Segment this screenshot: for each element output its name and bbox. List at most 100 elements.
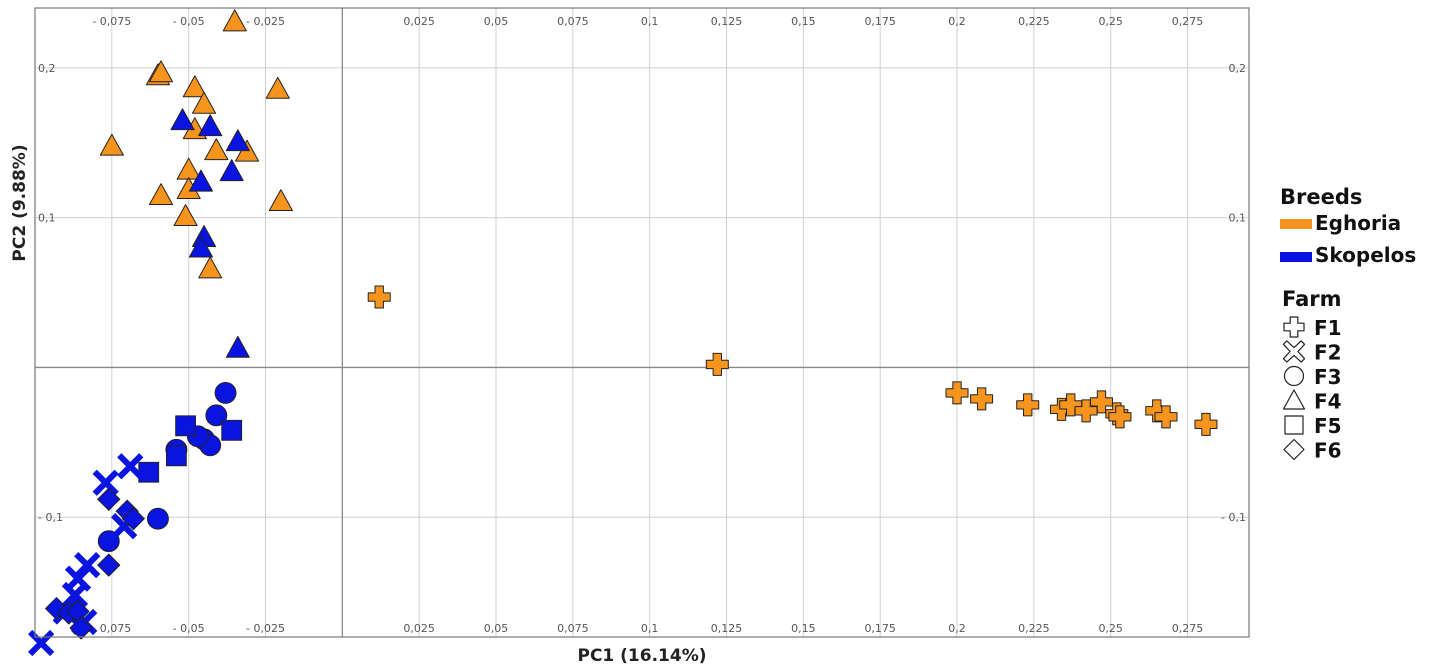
point-skopelos-f6 — [97, 553, 121, 577]
x-tick-label-top: 0,175 — [864, 15, 896, 28]
point-skopelos-f2 — [28, 629, 55, 657]
x-tick-label-top: 0,025 — [403, 15, 435, 28]
y-tick-label-right: - 0,1 — [1221, 511, 1246, 524]
y-axis-label: PC2 (9.88%) — [10, 144, 30, 261]
point-skopelos-f3 — [146, 507, 169, 530]
x-tick-label-top: 0,125 — [711, 15, 743, 28]
x-tick-label-top: 0,1 — [641, 15, 659, 28]
x-tick-label-top: - 0,025 — [246, 15, 285, 28]
x-tick-label-bottom: 0,275 — [1172, 622, 1204, 635]
point-skopelos-f2 — [92, 469, 119, 496]
point-eghoria-f1 — [1016, 393, 1040, 417]
x-icon — [1282, 340, 1306, 363]
x-tick-label-bottom: - 0,075 — [92, 622, 131, 635]
point-eghoria-f4 — [265, 76, 290, 99]
legend-farm-f5: F5 — [1284, 414, 1342, 438]
circle-icon — [1283, 365, 1305, 387]
y-tick-label-right: 0,2 — [1229, 62, 1247, 75]
x-tick-label-bottom: 0,05 — [484, 622, 509, 635]
point-eghoria-f4 — [191, 91, 217, 114]
point-eghoria-f4 — [173, 204, 198, 227]
legend-farm-f1: F1 — [1283, 316, 1342, 340]
point-skopelos-f4 — [198, 114, 223, 137]
point-eghoria-f1 — [1108, 405, 1132, 429]
point-eghoria-f1 — [1145, 399, 1169, 423]
legend-farm-f3: F3 — [1283, 365, 1342, 389]
legend-farm-label: F6 — [1314, 439, 1342, 463]
point-skopelos-f4 — [219, 159, 244, 182]
point-eghoria-f4 — [268, 189, 293, 212]
square-icon — [1284, 415, 1304, 435]
x-tick-label-bottom: 0,25 — [1098, 622, 1123, 635]
legend-label-skopelos: Skopelos — [1315, 243, 1416, 267]
point-eghoria-f4 — [148, 183, 174, 206]
x-tick-label-bottom: 0,1 — [641, 622, 659, 635]
point-skopelos-f6 — [97, 487, 121, 511]
x-tick-label-top: 0,275 — [1172, 15, 1204, 28]
x-tick-label-bottom: 0,15 — [791, 622, 816, 635]
legend-farm-label: F3 — [1314, 365, 1342, 389]
triangle-icon — [1282, 389, 1306, 410]
x-tick-label-top: 0,075 — [557, 15, 589, 28]
point-skopelos-f2 — [61, 581, 89, 609]
point-skopelos-f5 — [175, 415, 196, 437]
x-tick-label-top: - 0,075 — [92, 15, 131, 28]
origin-axes — [35, 8, 1249, 637]
x-tick-label-bottom: - 0,025 — [246, 622, 285, 635]
x-tick-label-bottom: 0,2 — [948, 622, 966, 635]
point-eghoria-f4 — [148, 60, 174, 83]
point-skopelos-f3 — [214, 381, 237, 404]
legend-farm-f2: F2 — [1282, 340, 1342, 365]
x-tick-label-top: 0,225 — [1018, 15, 1050, 28]
diamond-icon — [1283, 438, 1305, 461]
point-skopelos-f2 — [117, 453, 144, 480]
legend-farm-label: F1 — [1314, 316, 1342, 340]
point-eghoria-f4 — [222, 9, 247, 32]
legend-swatch-eghoria — [1280, 219, 1312, 229]
legend-farm-f6: F6 — [1283, 438, 1342, 463]
point-eghoria-f1 — [1154, 405, 1178, 429]
grid — [35, 8, 1249, 637]
x-axis-label: PC1 (16.14%) — [577, 646, 706, 666]
point-skopelos-f5 — [165, 445, 187, 467]
point-skopelos-f6 — [121, 507, 145, 531]
point-skopelos-f4 — [188, 169, 214, 192]
point-eghoria-f1 — [1194, 412, 1218, 436]
x-tick-label-bottom: 0,225 — [1018, 622, 1050, 635]
x-tick-label-top: - 0,05 — [173, 15, 205, 28]
point-skopelos-f5 — [138, 461, 160, 483]
x-tick-label-top: 0,25 — [1098, 15, 1123, 28]
legend-farm-title: Farm — [1282, 287, 1342, 311]
point-eghoria-f4 — [182, 75, 207, 98]
x-tick-label-top: 0,15 — [791, 15, 816, 28]
legend-breeds-title: Breeds — [1280, 185, 1362, 209]
legend-farm-label: F2 — [1314, 341, 1342, 365]
legend-farm-f4: F4 — [1282, 389, 1342, 414]
y-tick-label-left: 0,2 — [38, 62, 56, 75]
point-skopelos-f4 — [170, 108, 195, 131]
legend-farm-label: F4 — [1314, 390, 1342, 414]
point-eghoria-f1 — [367, 285, 391, 309]
point-skopelos-f4 — [188, 235, 214, 258]
x-tick-label-top: 0,2 — [948, 15, 966, 28]
cross-icon — [1283, 316, 1305, 338]
point-skopelos-f6 — [69, 616, 93, 640]
point-eghoria-f1 — [970, 387, 994, 411]
plot-background — [35, 8, 1249, 637]
legend-swatch-skopelos — [1280, 252, 1312, 262]
x-tick-label-bottom: 0,125 — [711, 622, 743, 635]
point-skopelos-f4 — [225, 129, 250, 152]
x-tick-label-bottom: 0,175 — [864, 622, 896, 635]
legend: Breeds Eghoria Skopelos Farm F1F2F3F4F5F… — [1280, 185, 1416, 463]
x-tick-label-bottom: 0,075 — [557, 622, 589, 635]
legend-farm-label: F5 — [1314, 414, 1342, 438]
point-eghoria-f4 — [204, 138, 229, 161]
point-eghoria-f4 — [99, 133, 124, 156]
legend-label-eghoria: Eghoria — [1315, 211, 1401, 235]
plot-frame — [34, 7, 1250, 638]
y-tick-label-left: 0,1 — [38, 212, 56, 225]
data-points — [28, 9, 1218, 657]
tick-labels: - 0,075 - 0,075 - 0,05 - 0,05 - 0,025 - 0,025… — [38, 15, 1246, 635]
